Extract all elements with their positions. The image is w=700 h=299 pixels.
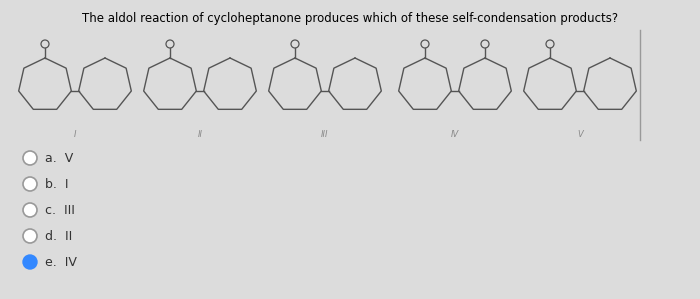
Text: V: V — [577, 130, 583, 139]
Circle shape — [23, 203, 37, 217]
Text: The aldol reaction of cycloheptanone produces which of these self-condensation p: The aldol reaction of cycloheptanone pro… — [82, 12, 618, 25]
Circle shape — [23, 151, 37, 165]
Text: e.  IV: e. IV — [45, 256, 77, 269]
Circle shape — [23, 177, 37, 191]
Text: I: I — [74, 130, 76, 139]
Text: b.  I: b. I — [45, 178, 69, 190]
Text: III: III — [321, 130, 329, 139]
Text: II: II — [197, 130, 202, 139]
Circle shape — [23, 255, 37, 269]
Text: d.  II: d. II — [45, 230, 72, 242]
Text: c.  III: c. III — [45, 204, 75, 216]
Circle shape — [23, 229, 37, 243]
Text: IV: IV — [451, 130, 459, 139]
Text: a.  V: a. V — [45, 152, 74, 164]
